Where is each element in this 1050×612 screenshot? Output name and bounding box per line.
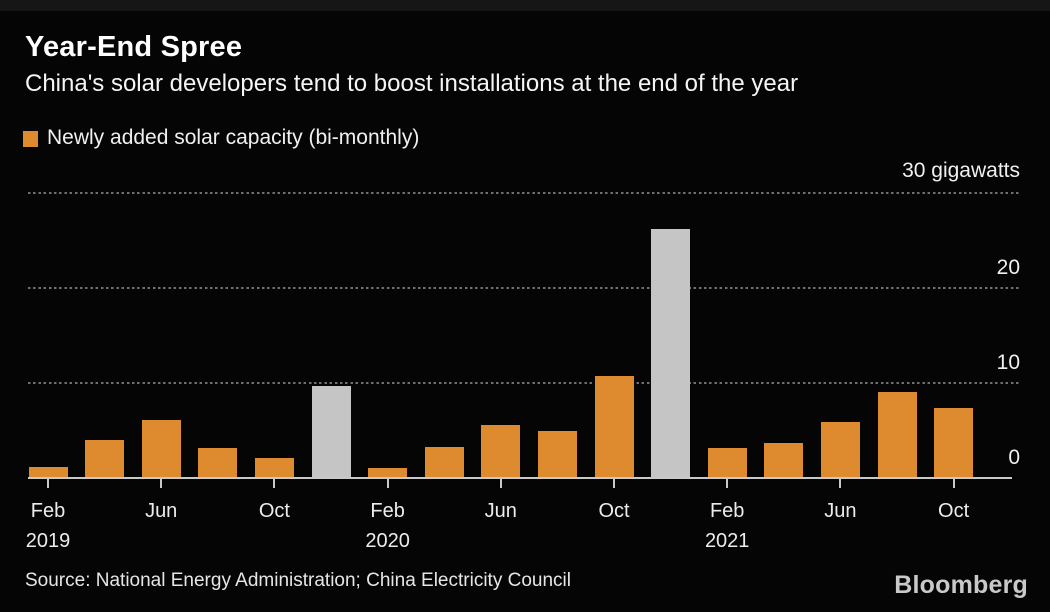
legend: Newly added solar capacity (bi-monthly): [23, 126, 419, 150]
bar-Feb 2019: [28, 467, 68, 478]
x-axis-year-label-2019: 2019: [25, 530, 71, 552]
x-axis-label-Feb2021: Feb: [709, 500, 745, 522]
bar-Apr 2021: [764, 443, 804, 478]
x-axis-year-label-2020: 2020: [365, 530, 410, 552]
grid-line-20: [28, 287, 1020, 289]
x-axis-label-Oct: Oct: [258, 500, 290, 522]
bar-highlight-Dec 2019: [311, 386, 351, 478]
screenshot-top-edge: [0, 0, 1050, 11]
bar-Jun 2019: [141, 420, 181, 478]
x-axis-label-Jun: Jun: [145, 500, 178, 522]
x-axis-label-Oct: Oct: [938, 500, 970, 522]
bar-Apr 2019: [85, 440, 125, 478]
bar-Aug 2020: [537, 431, 577, 478]
bar-Feb 2021: [707, 448, 747, 478]
bar-Aug 2021: [877, 392, 917, 478]
x-tick-mark-Jun: [839, 479, 842, 488]
x-axis-label-Feb2019: Feb: [30, 500, 66, 522]
x-tick-mark-Feb2019: [47, 479, 49, 488]
chart-subtitle: China's solar developers tend to boost i…: [25, 70, 799, 97]
x-tick-mark-Oct: [273, 479, 276, 488]
bar-Oct 2021: [934, 408, 974, 478]
x-axis-label-Oct: Oct: [598, 500, 630, 522]
bar-Jun 2020: [481, 425, 521, 478]
grid-line-30: [28, 192, 1020, 194]
x-tick-mark-Feb2021: [726, 479, 729, 488]
bar-Oct 2020: [594, 376, 634, 478]
x-axis-label-Jun: Jun: [484, 500, 517, 522]
x-axis-label-Feb2020: Feb: [370, 500, 405, 522]
legend-swatch-icon: [23, 130, 38, 147]
bar-Apr 2020: [424, 447, 464, 478]
bar-Aug 2019: [198, 448, 238, 478]
bloomberg-logo: Bloomberg: [894, 571, 1028, 599]
bar-Jun 2021: [820, 422, 860, 478]
bar-Oct 2019: [254, 458, 294, 478]
legend-label: Newly added solar capacity (bi-monthly): [47, 126, 420, 149]
y-axis-unit-label: 30 gigawatts: [902, 159, 1020, 182]
x-tick-mark-Feb2020: [386, 479, 389, 488]
x-tick-mark-Jun: [499, 479, 502, 488]
bar-highlight-Dec 2020: [651, 229, 691, 478]
x-axis-line: [28, 477, 1012, 479]
x-tick-mark-Oct: [613, 479, 615, 488]
x-axis-label-Jun: Jun: [824, 500, 857, 522]
chart-title: Year-End Spree: [25, 31, 243, 63]
bar-Feb 2020: [368, 468, 408, 478]
grid-line-10: [28, 382, 1020, 384]
x-tick-mark-Oct: [952, 479, 955, 488]
x-tick-mark-Jun: [160, 479, 163, 488]
y-axis-label-10: 10: [996, 351, 1020, 374]
y-axis-label-20: 20: [996, 256, 1020, 279]
source-attribution: Source: National Energy Administration; …: [25, 570, 571, 591]
x-axis-year-label-2021: 2021: [704, 530, 750, 552]
y-axis-label-0: 0: [1008, 446, 1020, 469]
